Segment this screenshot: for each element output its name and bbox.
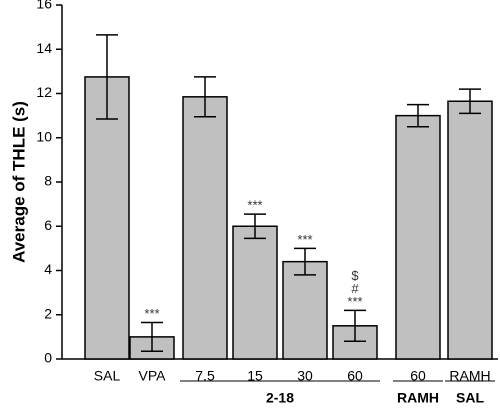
y-tick-label: 16: [36, 0, 52, 12]
bar: [84, 76, 130, 360]
bar: [282, 260, 328, 360]
y-tick-label: 0: [44, 350, 52, 366]
annotation: ***: [247, 198, 262, 213]
bar: [232, 225, 278, 360]
y-tick-label: 12: [36, 84, 52, 100]
x-tick-label: 60: [347, 368, 363, 384]
x-tick-label: 60: [410, 368, 426, 384]
annotation: ***: [144, 306, 159, 321]
bar: [447, 100, 493, 360]
x-tick-label: 7.5: [195, 368, 215, 384]
y-axis-label: Average of THLE (s): [9, 101, 28, 263]
annotation: #: [351, 281, 359, 296]
annotation: ***: [297, 232, 312, 247]
x-tick-label: SAL: [94, 368, 121, 384]
y-tick-label: 2: [44, 305, 52, 321]
y-tick-label: 6: [44, 217, 52, 233]
y-tick-label: 14: [36, 40, 52, 56]
y-tick-label: 8: [44, 173, 52, 189]
annotation: ***: [347, 294, 362, 309]
group-label: SAL: [456, 390, 484, 406]
group-label: RAMH: [397, 390, 439, 406]
annotation: $: [351, 268, 359, 283]
y-tick-label: 4: [44, 261, 52, 277]
group-label: 2-18: [266, 390, 294, 406]
x-tick-label: 15: [247, 368, 263, 384]
bar: [395, 114, 441, 360]
bar: [182, 96, 228, 360]
x-tick-label: RAMH: [449, 368, 490, 384]
x-tick-label: VPA: [139, 368, 167, 384]
x-tick-label: 30: [297, 368, 313, 384]
y-tick-label: 10: [36, 128, 52, 144]
